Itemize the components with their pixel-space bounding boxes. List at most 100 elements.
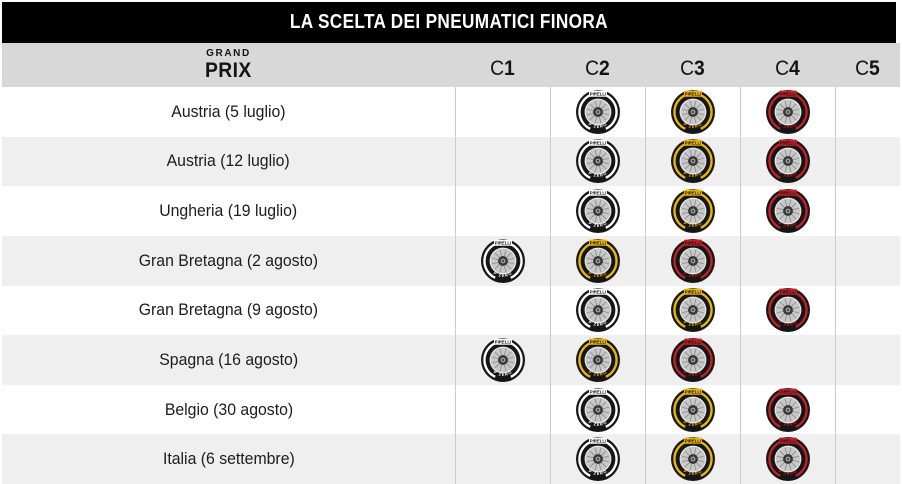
tire-cell-c4: PIRELLI P ZERO (740, 136, 835, 187)
tire-cell-c2: PIRELLI P ZERO (550, 384, 645, 435)
tire-cell-c2: PIRELLI P ZERO (550, 136, 645, 187)
gp-name: Belgio (30 agosto) (2, 385, 455, 435)
prix-label: PRIX (205, 59, 252, 82)
tire-cell-c2: PIRELLI P ZERO (550, 87, 645, 137)
svg-text:PIRELLI: PIRELLI (685, 389, 701, 394)
compound-label: C1 (490, 57, 515, 80)
compound-header-c5: C5 (835, 43, 900, 87)
tire-cell-c4: PIRELLI P ZERO (740, 87, 835, 137)
compound-label: C5 (855, 57, 880, 80)
table-row: Spagna (16 agosto) PIRELLI P ZERO PIRELLI P … (2, 335, 900, 385)
svg-text:PIRELLI: PIRELLI (780, 290, 796, 295)
gp-name: Spagna (16 agosto) (2, 335, 455, 385)
gp-name: Italia (6 settembre) (2, 434, 455, 484)
gp-name-label: Austria (12 luglio) (166, 151, 291, 171)
tire-cell-c4: PIRELLI P ZERO (740, 384, 835, 435)
svg-text:PIRELLI: PIRELLI (590, 439, 606, 444)
title-bar: LA SCELTA DEI PNEUMATICI FINORA (2, 2, 896, 43)
gp-name-label: Italia (6 settembre) (162, 449, 295, 469)
svg-text:PIRELLI: PIRELLI (685, 439, 701, 444)
tire-cell-c5 (835, 434, 900, 484)
svg-text:PIRELLI: PIRELLI (685, 191, 701, 196)
grand-prix-header: GRAND PRIX (2, 43, 455, 87)
table-row: Belgio (30 agosto) PIRELLI P ZERO PIRELLI P … (2, 384, 900, 435)
svg-text:PIRELLI: PIRELLI (495, 339, 511, 344)
svg-text:PIRELLI: PIRELLI (590, 141, 606, 146)
svg-text:PIRELLI: PIRELLI (685, 91, 701, 96)
gp-name: Austria (5 luglio) (2, 87, 455, 137)
tire-cell-c5 (835, 87, 900, 137)
table-row: Austria (5 luglio) PIRELLI P ZERO PIRELLI P … (2, 87, 900, 137)
compound-header-c1: C1 (455, 43, 550, 87)
table-body: Austria (5 luglio) PIRELLI P ZERO PIRELLI P … (2, 87, 900, 484)
tire-cell-c5 (835, 235, 900, 286)
grand-label: GRAND (206, 48, 251, 59)
svg-text:PIRELLI: PIRELLI (590, 91, 606, 96)
gp-name-label: Gran Bretagna (9 agosto) (138, 300, 319, 320)
tire-cell-c3: PIRELLI P ZERO (645, 434, 740, 484)
compound-header-c2: C2 (550, 43, 645, 87)
svg-text:PIRELLI: PIRELLI (685, 240, 701, 245)
table-row: Italia (6 settembre) PIRELLI P ZERO PIRELLI… (2, 434, 900, 484)
tire-cell-c5 (835, 335, 900, 385)
tire-cell-c5 (835, 186, 900, 236)
gp-name: Austria (12 luglio) (2, 137, 455, 187)
svg-text:PIRELLI: PIRELLI (590, 240, 606, 245)
tire-cell-c3: PIRELLI P ZERO (645, 136, 740, 187)
page-title: LA SCELTA DEI PNEUMATICI FINORA (289, 11, 609, 33)
table-row: Gran Bretagna (9 agosto) PIRELLI P ZERO PIR… (2, 285, 900, 336)
tire-cell-c1 (455, 186, 550, 236)
tire-cell-c1 (455, 87, 550, 137)
gp-name: Gran Bretagna (2 agosto) (2, 236, 455, 286)
compound-label: C2 (585, 57, 610, 80)
svg-text:PIRELLI: PIRELLI (685, 141, 701, 146)
tire-cell-c4 (740, 335, 835, 385)
svg-text:PIRELLI: PIRELLI (590, 389, 606, 394)
compound-header-c3: C3 (645, 43, 740, 87)
gp-name-label: Spagna (16 agosto) (159, 349, 298, 369)
svg-text:PIRELLI: PIRELLI (780, 389, 796, 394)
svg-text:PIRELLI: PIRELLI (780, 141, 796, 146)
compound-label: C3 (680, 57, 705, 80)
svg-text:PIRELLI: PIRELLI (590, 339, 606, 344)
compound-header-c4: C4 (740, 43, 835, 87)
tire-cell-c2: PIRELLI P ZERO (550, 434, 645, 484)
table-row: Austria (12 luglio) PIRELLI P ZERO PIRELLI P… (2, 136, 900, 187)
table-row: Gran Bretagna (2 agosto) PIRELLI P ZERO PIR… (2, 235, 900, 286)
table-row: Ungheria (19 luglio) PIRELLI P ZERO PIRELLI… (2, 186, 900, 236)
gp-name-label: Ungheria (19 luglio) (159, 201, 298, 221)
gp-name-label: Gran Bretagna (2 agosto) (138, 250, 319, 270)
gp-name-label: Austria (5 luglio) (171, 101, 286, 121)
svg-text:PIRELLI: PIRELLI (780, 439, 796, 444)
tire-cell-c3: PIRELLI P ZERO (645, 235, 740, 286)
tire-cell-c2: PIRELLI P ZERO (550, 335, 645, 385)
tire-cell-c3: PIRELLI P ZERO (645, 186, 740, 236)
tire-cell-c5 (835, 136, 900, 187)
tire-cell-c2: PIRELLI P ZERO (550, 186, 645, 236)
svg-text:PIRELLI: PIRELLI (780, 91, 796, 96)
tire-cell-c3: PIRELLI P ZERO (645, 87, 740, 137)
tire-cell-c3: PIRELLI P ZERO (645, 384, 740, 435)
tire-cell-c3: PIRELLI P ZERO (645, 285, 740, 336)
tire-cell-c4 (740, 235, 835, 286)
gp-name: Gran Bretagna (9 agosto) (2, 286, 455, 336)
svg-text:PIRELLI: PIRELLI (685, 339, 701, 344)
